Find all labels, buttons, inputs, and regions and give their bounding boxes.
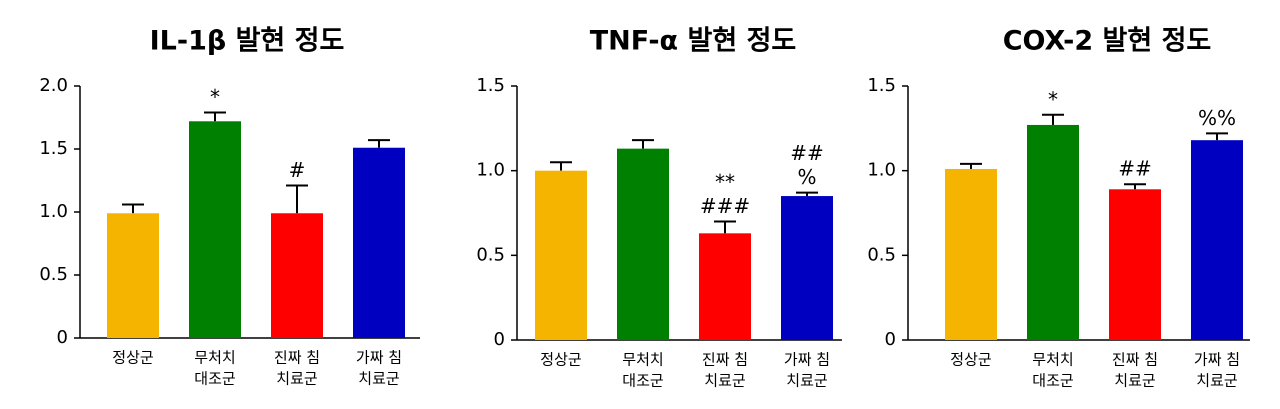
y-tick-label: 1.0 [867, 160, 896, 181]
bar [699, 233, 751, 340]
x-tick-label: 치료군 [704, 372, 746, 390]
annotation: # [289, 158, 306, 182]
bar [945, 168, 997, 340]
x-tick-label: 치료군 [276, 370, 318, 388]
x-tick-label: 무처치 [1032, 351, 1073, 369]
y-tick-label: 1.5 [867, 75, 896, 96]
x-tick-label: 정상군 [950, 351, 992, 369]
y-tick-label: 0.5 [476, 244, 505, 265]
y-tick-label: 2.0 [39, 75, 68, 96]
bar [107, 213, 159, 338]
x-tick-label: 치료군 [786, 372, 828, 390]
bar [1027, 124, 1079, 341]
x-tick-label: 가짜 침 [356, 349, 402, 367]
x-tick-label: 가짜 침 [1194, 351, 1240, 369]
annotation: ## [790, 141, 824, 165]
bar [535, 170, 587, 340]
x-tick-label: 치료군 [1196, 372, 1238, 390]
chart-title: TNF-α 발현 정도 [590, 26, 797, 57]
annotation: ** [715, 170, 735, 194]
annotation: %% [1198, 106, 1236, 130]
x-tick-label: 진짜 침 [702, 351, 748, 369]
y-tick-label: 0 [885, 329, 896, 350]
y-tick-label: 1.5 [39, 138, 68, 159]
bar [1191, 140, 1243, 340]
annotation: ## [1118, 157, 1152, 181]
bar [1109, 189, 1161, 340]
y-tick-label: 1.0 [39, 201, 68, 222]
chart-title: IL-1β 발현 정도 [150, 26, 345, 57]
y-tick-label: 0.5 [39, 264, 68, 285]
annotation: % [797, 165, 816, 189]
bar [353, 147, 405, 338]
x-tick-label: 대조군 [194, 370, 236, 388]
bar [189, 121, 241, 338]
y-tick-label: 1.0 [476, 160, 505, 181]
y-tick-label: 0 [494, 329, 505, 350]
x-tick-label: 진짜 침 [1112, 351, 1158, 369]
annotation: ### [700, 194, 750, 218]
annotation: * [1048, 87, 1058, 111]
x-tick-label: 정상군 [112, 349, 154, 367]
y-tick-label: 0 [57, 327, 68, 348]
x-tick-label: 치료군 [358, 370, 400, 388]
x-tick-label: 대조군 [1032, 372, 1074, 390]
annotation: * [210, 85, 220, 109]
x-tick-label: 치료군 [1114, 372, 1156, 390]
bar [617, 148, 669, 340]
chart-title: COX-2 발현 정도 [1003, 26, 1212, 57]
y-tick-label: 0.5 [867, 244, 896, 265]
x-tick-label: 대조군 [622, 372, 664, 390]
x-tick-label: 진짜 침 [274, 349, 320, 367]
y-tick-label: 1.5 [476, 75, 505, 96]
x-tick-label: 정상군 [540, 351, 582, 369]
bar [781, 196, 833, 340]
x-tick-label: 가짜 침 [784, 351, 830, 369]
x-tick-label: 무처치 [194, 349, 235, 367]
x-tick-label: 무처치 [622, 351, 663, 369]
bar [271, 213, 323, 338]
